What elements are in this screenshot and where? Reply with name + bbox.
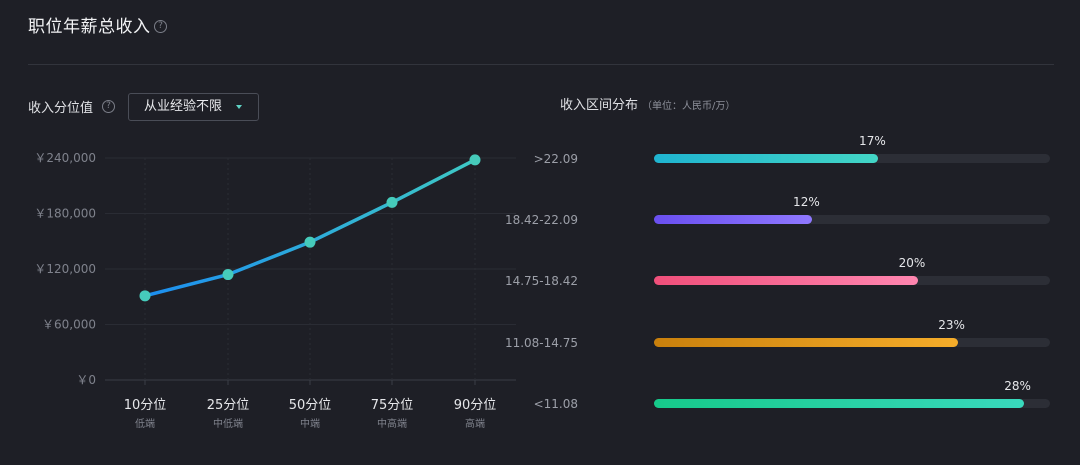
distribution-bar [654, 399, 1024, 408]
x-tick-label: 10分位 [124, 398, 167, 413]
x-sub-label: 中低端 [213, 417, 243, 430]
x-tick-label: 50分位 [289, 398, 332, 413]
distribution-row: 18.42-22.09 12% [505, 195, 1060, 235]
x-sub-label: 低端 [135, 417, 155, 430]
distribution-track [654, 276, 1050, 285]
x-tick-label: 75分位 [371, 398, 414, 413]
distribution-row: 11.08-14.75 23% [505, 318, 1060, 358]
distribution-row: 14.75-18.42 20% [505, 256, 1060, 296]
experience-select-value: 从业经验不限 [144, 99, 223, 114]
y-tick-label: ￥60,000 [42, 318, 96, 332]
distribution-title-text: 收入区间分布 [560, 98, 639, 113]
page-title: 职位年薪总收入 [28, 17, 151, 37]
x-sub-label: 高端 [465, 417, 485, 430]
x-tick-label: 90分位 [454, 398, 497, 413]
help-icon[interactable]: ? [154, 20, 167, 33]
distribution-value-label: 20% [898, 256, 926, 270]
distribution-track [654, 154, 1050, 163]
distribution-value-label: 17% [859, 134, 886, 148]
distribution-bar [654, 154, 879, 163]
distribution-unit: （单位：人民币/万） [642, 101, 736, 112]
distribution-track [654, 338, 1050, 347]
percentile-help-icon[interactable]: ? [102, 100, 115, 113]
data-point [386, 196, 398, 208]
distribution-row: >22.09 17% [534, 134, 1060, 174]
distribution-category-label: <11.08 [533, 397, 578, 411]
caret-down-icon [236, 105, 242, 109]
distribution-category-label: 18.42-22.09 [504, 213, 578, 227]
distribution-track [654, 399, 1050, 408]
distribution-value-label: 23% [938, 318, 965, 332]
data-point [139, 290, 151, 302]
distribution-value-label: 28% [1004, 379, 1031, 393]
data-point [304, 236, 316, 248]
distribution-bar [654, 215, 813, 224]
y-tick-label: ￥240,000 [34, 151, 96, 165]
distribution-track [654, 215, 1050, 224]
divider [28, 64, 1054, 65]
distribution-category-label: >22.09 [533, 152, 578, 166]
distribution-bar [654, 276, 918, 285]
y-tick-label: ￥120,000 [34, 262, 96, 276]
distribution-value-label: 12% [793, 195, 820, 209]
percentile-label: 收入分位值 [28, 101, 94, 116]
series-line [143, 158, 477, 298]
distribution-bar [654, 338, 958, 347]
distribution-title: 收入区间分布 （单位：人民币/万） [560, 94, 735, 113]
data-point [469, 154, 481, 166]
experience-select[interactable]: 从业经验不限 [128, 93, 259, 121]
data-point [222, 269, 234, 281]
x-tick-label: 25分位 [207, 398, 250, 413]
distribution-category-label: 11.08-14.75 [504, 336, 578, 350]
x-sub-label: 中端 [300, 417, 320, 430]
y-tick-label: ￥0 [76, 373, 96, 387]
y-tick-label: ￥180,000 [34, 207, 96, 221]
distribution-category-label: 14.75-18.42 [504, 274, 578, 288]
x-sub-label: 中高端 [377, 417, 407, 430]
distribution-row: <11.08 28% [534, 379, 1060, 419]
